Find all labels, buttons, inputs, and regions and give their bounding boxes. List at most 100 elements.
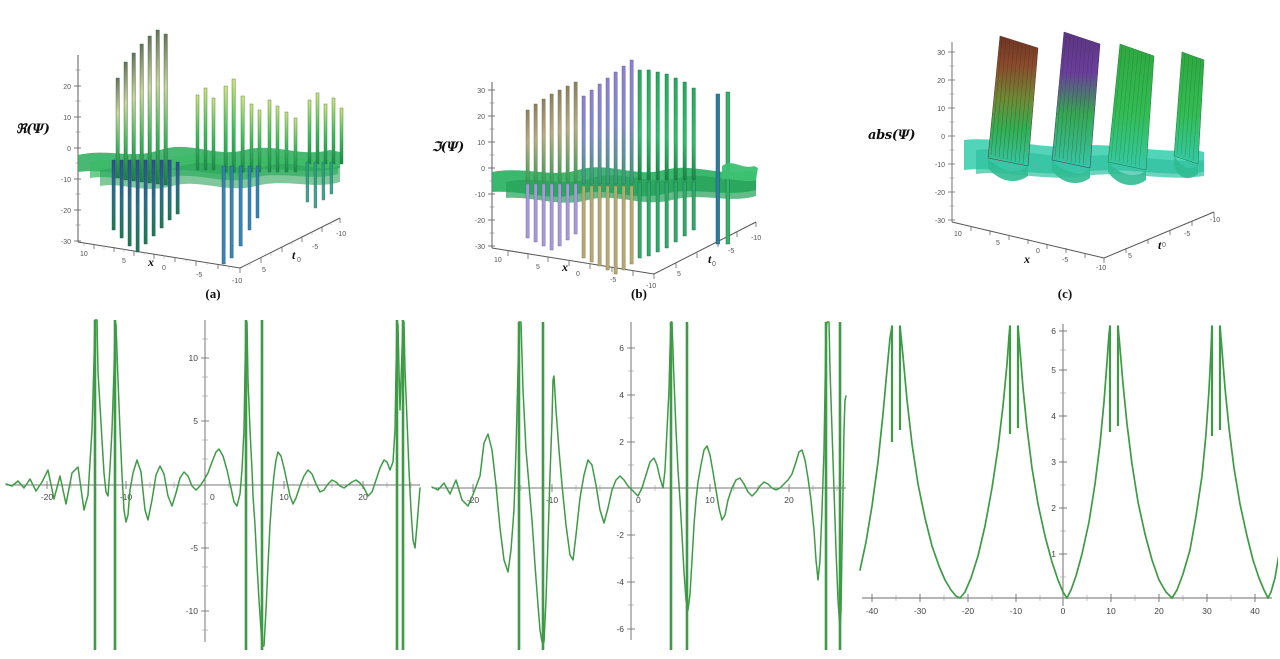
panel-a-t-axis-label: t	[292, 248, 296, 262]
svg-text:40: 40	[1250, 606, 1260, 616]
panel-a-z-label: ℜ(Ψ)	[16, 122, 50, 137]
svg-text:4: 4	[619, 390, 624, 400]
svg-text:0: 0	[576, 271, 580, 278]
svg-text:-5: -5	[610, 277, 616, 284]
panel-a-surface-real: 20 10 0 -10 -20 -30	[0, 0, 426, 310]
svg-text:20: 20	[784, 495, 794, 505]
svg-text:30: 30	[1202, 606, 1212, 616]
svg-text:-5: -5	[728, 248, 734, 255]
panel-f-plot: 1 2 3 4 5 6 -40	[859, 324, 1278, 616]
panel-f-line-abs: 1 2 3 4 5 6 -40	[852, 310, 1278, 659]
svg-text:-5: -5	[1062, 257, 1068, 264]
svg-text:5: 5	[677, 271, 681, 278]
svg-text:-40: -40	[866, 606, 879, 616]
svg-text:-20: -20	[935, 190, 945, 197]
svg-text:-10: -10	[475, 192, 485, 199]
svg-text:-30: -30	[61, 239, 71, 246]
panel-b-t-axis-label: t	[708, 252, 712, 266]
svg-text:20: 20	[477, 114, 485, 121]
svg-text:0: 0	[712, 261, 716, 268]
svg-text:-6: -6	[616, 624, 624, 634]
panel-e-line-imaginary: 6 4 2 -2 -4 -6 -20 -10 0 10 20	[426, 310, 852, 659]
panel-c-plot: 30 20 10 0 -10 -20 -30 10 5	[935, 31, 1220, 272]
svg-text:0: 0	[1061, 606, 1066, 616]
svg-text:10: 10	[63, 115, 71, 122]
panel-c-x-axis-label: x	[1024, 252, 1030, 266]
svg-text:10: 10	[189, 353, 199, 363]
svg-text:-10: -10	[336, 231, 346, 238]
panel-b-surface-imaginary: 30 20 10 0 -10 -20 -30 10 5	[426, 0, 852, 310]
svg-text:-30: -30	[935, 218, 945, 225]
svg-text:2: 2	[1051, 503, 1056, 513]
svg-text:-5: -5	[190, 543, 198, 553]
svg-text:0: 0	[1036, 248, 1040, 255]
panel-a-x-axis-label: x	[148, 255, 154, 269]
svg-text:-10: -10	[61, 177, 71, 184]
panel-e-plot: 6 4 2 -2 -4 -6 -20 -10 0 10 20	[431, 321, 847, 650]
svg-text:10: 10	[937, 106, 945, 113]
panel-b-x-axis-label: x	[562, 260, 568, 274]
svg-text:1: 1	[1051, 549, 1056, 559]
svg-text:-5: -5	[1184, 231, 1190, 238]
svg-text:5: 5	[262, 267, 266, 274]
svg-text:-5: -5	[196, 272, 202, 279]
svg-text:2: 2	[619, 437, 624, 447]
panel-d-line-real: 10 5 -5 -10 -20 -10 0 10 20	[0, 310, 426, 659]
svg-text:6: 6	[619, 343, 624, 353]
svg-text:-10: -10	[120, 492, 133, 502]
panel-a-caption: (a)	[205, 286, 221, 301]
svg-text:10: 10	[477, 140, 485, 147]
svg-text:-20: -20	[41, 492, 54, 502]
svg-text:-10: -10	[546, 495, 559, 505]
svg-text:-20: -20	[475, 218, 485, 225]
svg-text:-10: -10	[1010, 606, 1023, 616]
svg-text:-20: -20	[61, 208, 71, 215]
panel-d-plot: 10 5 -5 -10 -20 -10 0 10 20	[5, 319, 421, 650]
svg-text:10: 10	[954, 231, 962, 238]
svg-text:-10: -10	[1096, 265, 1106, 272]
panel-c-surface-abs: 30 20 10 0 -10 -20 -30 10 5	[852, 0, 1278, 310]
svg-text:3: 3	[1051, 457, 1056, 467]
svg-text:-10: -10	[232, 278, 242, 285]
svg-text:-30: -30	[475, 244, 485, 251]
svg-text:5: 5	[996, 240, 1000, 247]
svg-text:0: 0	[210, 492, 215, 502]
svg-text:0: 0	[1162, 242, 1166, 249]
svg-text:20: 20	[358, 492, 368, 502]
svg-text:5: 5	[122, 258, 126, 265]
svg-text:-10: -10	[1210, 217, 1220, 224]
svg-text:-10: -10	[646, 283, 656, 290]
svg-text:0: 0	[162, 265, 166, 272]
svg-text:20: 20	[63, 84, 71, 91]
svg-text:10: 10	[279, 492, 289, 502]
svg-text:5: 5	[193, 416, 198, 426]
svg-text:10: 10	[1106, 606, 1116, 616]
svg-text:4: 4	[1051, 411, 1056, 421]
svg-text:-10: -10	[935, 162, 945, 169]
svg-text:-20: -20	[962, 606, 975, 616]
svg-text:0: 0	[941, 134, 945, 141]
svg-text:-10: -10	[186, 606, 199, 616]
svg-text:6: 6	[1051, 326, 1056, 336]
svg-text:5: 5	[1128, 253, 1132, 260]
svg-text:0: 0	[636, 495, 641, 505]
svg-text:-30: -30	[914, 606, 927, 616]
svg-text:0: 0	[67, 146, 71, 153]
svg-text:5: 5	[536, 264, 540, 271]
svg-text:-4: -4	[616, 577, 624, 587]
panel-c-z-label: abs(Ψ)	[868, 128, 916, 143]
svg-text:30: 30	[477, 88, 485, 95]
svg-text:-20: -20	[467, 495, 480, 505]
panel-a-plot: 20 10 0 -10 -20 -30	[61, 29, 346, 285]
svg-text:20: 20	[937, 78, 945, 85]
svg-text:-10: -10	[751, 235, 761, 242]
svg-text:-2: -2	[616, 530, 624, 540]
svg-text:0: 0	[297, 257, 301, 264]
svg-text:5: 5	[1051, 365, 1056, 375]
svg-text:-5: -5	[312, 244, 318, 251]
svg-text:20: 20	[1154, 606, 1164, 616]
panel-c-caption: (c)	[1057, 286, 1073, 301]
svg-text:10: 10	[705, 495, 715, 505]
svg-text:10: 10	[494, 257, 502, 264]
